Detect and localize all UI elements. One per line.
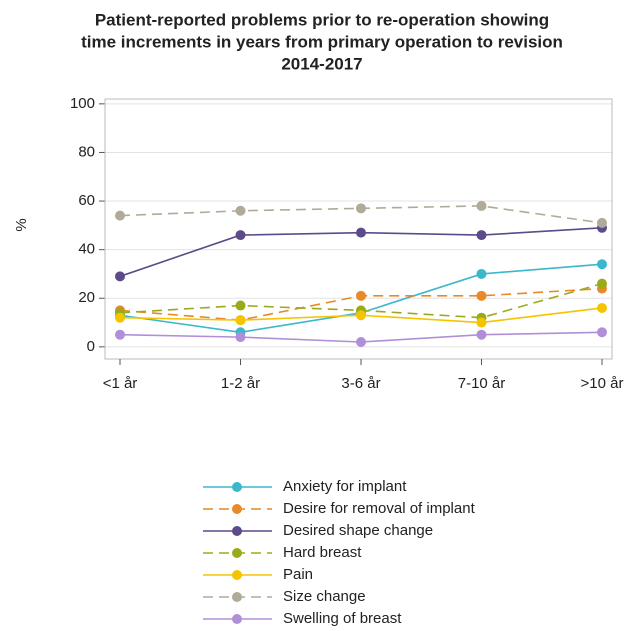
marker (476, 268, 487, 279)
marker (115, 329, 125, 340)
marker (356, 336, 366, 347)
y-tick-label: 80 (78, 143, 95, 160)
legend-label: Desired shape change (283, 522, 433, 539)
y-tick-label: 0 (87, 338, 95, 355)
legend-marker (232, 548, 242, 558)
legend-label: Size change (283, 588, 366, 605)
marker (356, 203, 366, 214)
legend-label: Hard breast (283, 544, 362, 561)
marker (476, 290, 487, 301)
marker (115, 271, 125, 282)
marker (356, 290, 366, 301)
marker (597, 327, 607, 338)
chart-title: 2014-2017 (281, 54, 362, 73)
marker (235, 300, 246, 311)
marker (115, 312, 125, 323)
y-axis-label: % (13, 218, 30, 231)
chart-title: time increments in years from primary op… (81, 32, 563, 51)
x-tick-label: 3-6 år (341, 375, 380, 392)
marker (356, 227, 366, 238)
y-tick-label: 40 (78, 241, 95, 258)
legend-label: Anxiety for implant (283, 478, 407, 495)
legend-marker (232, 482, 242, 492)
legend-marker (232, 592, 242, 602)
legend-marker (232, 526, 242, 536)
legend-label: Swelling of breast (283, 610, 402, 627)
marker (597, 217, 607, 228)
plot-frame (104, 98, 613, 360)
y-tick-label: 20 (78, 289, 95, 306)
marker (356, 310, 366, 321)
y-tick-label: 60 (78, 192, 95, 209)
legend-marker (232, 570, 242, 580)
marker (476, 329, 487, 340)
x-tick-label: 1-2 år (221, 375, 260, 392)
legend-label: Pain (283, 566, 313, 583)
marker (115, 210, 125, 221)
chart-title: Patient-reported problems prior to re-op… (95, 10, 549, 29)
marker (597, 278, 607, 289)
marker (476, 200, 487, 211)
marker (235, 230, 246, 241)
y-tick-label: 100 (70, 95, 95, 112)
x-tick-label: >10 år (581, 375, 624, 392)
marker (476, 317, 487, 328)
x-tick-label: <1 år (103, 375, 138, 392)
legend-marker (232, 614, 242, 624)
marker (235, 315, 246, 326)
marker (235, 332, 246, 343)
x-tick-label: 7-10 år (458, 375, 506, 392)
legend-label: Desire for removal of implant (283, 500, 476, 517)
marker (235, 205, 246, 216)
marker (597, 259, 607, 270)
marker (476, 230, 487, 241)
marker (597, 302, 607, 313)
legend-marker (232, 504, 242, 514)
